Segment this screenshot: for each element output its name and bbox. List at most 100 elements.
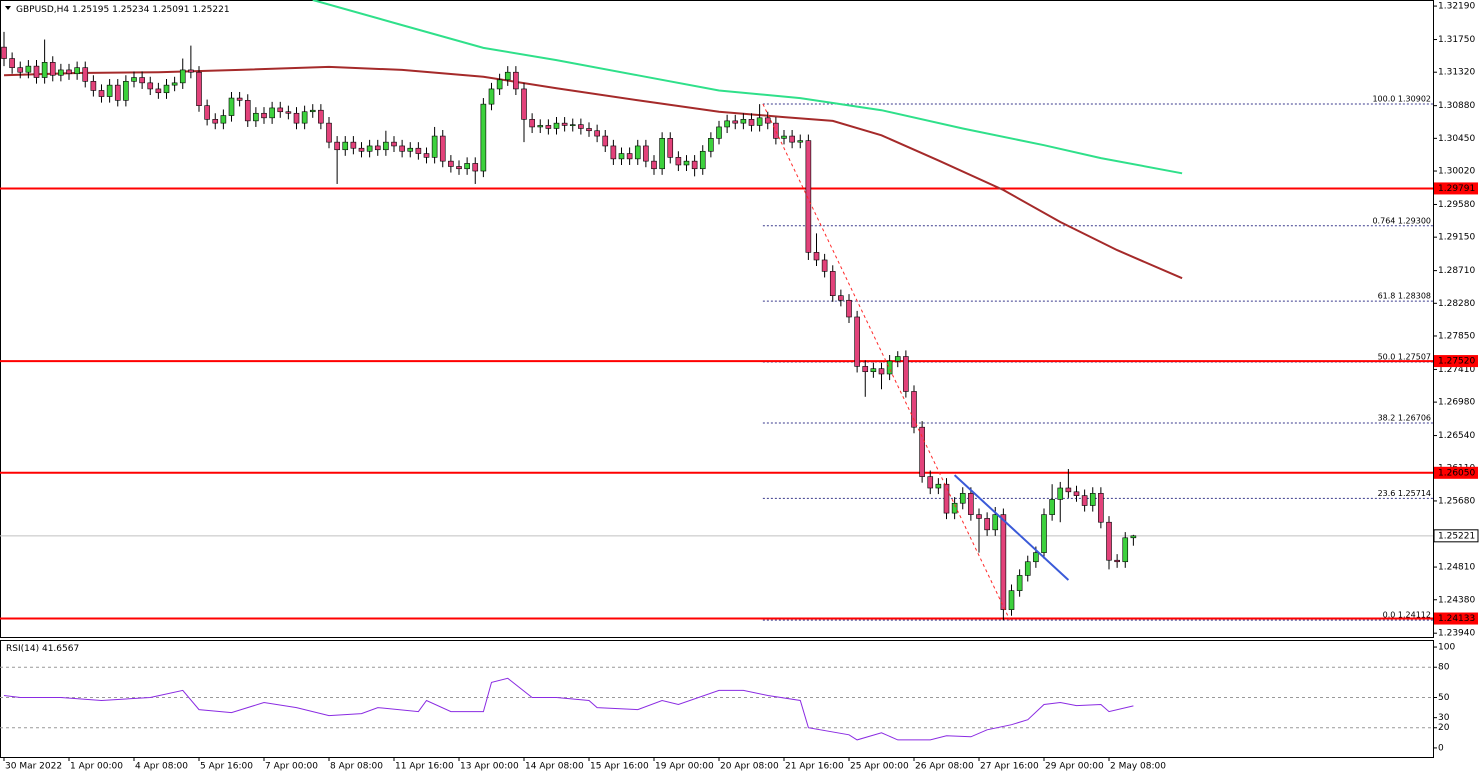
- bear-candle-body: [285, 111, 292, 114]
- bull-candle-body: [171, 82, 178, 86]
- bear-candle-body: [439, 135, 446, 162]
- bear-candle-body: [261, 112, 267, 119]
- bull-candle-body: [1008, 590, 1015, 610]
- bear-candle-body: [602, 135, 609, 147]
- y-tick-label: 1.32190: [1438, 2, 1475, 12]
- y-tick-label: 1.29580: [1438, 200, 1475, 210]
- y-tick-label: 1.25680: [1438, 496, 1475, 506]
- bull-candle-body: [708, 138, 714, 152]
- menu-triangle: [5, 6, 11, 10]
- rsi-line: [3, 677, 1134, 741]
- bull-candle-body: [553, 122, 560, 129]
- x-tick-label: 26 Apr 08:00: [915, 762, 974, 772]
- bull-candle-body: [1041, 514, 1047, 553]
- bull-candle-body: [781, 135, 787, 139]
- level-box: [1434, 612, 1478, 625]
- bear-candle-body: [277, 107, 284, 113]
- level-label: 1.27520: [1438, 357, 1475, 367]
- bear-candle-body: [805, 140, 812, 253]
- bull-candle-body: [992, 514, 999, 531]
- fib-label: 61.8 1.28308: [1378, 292, 1431, 301]
- bear-candle-body: [626, 153, 633, 160]
- bull-candle-body: [935, 483, 942, 489]
- bull-candle-body: [569, 124, 576, 126]
- bear-candle-body: [82, 67, 89, 82]
- bull-candle-body: [886, 360, 893, 375]
- bear-candle-body: [358, 147, 365, 152]
- bear-candle-body: [773, 122, 779, 139]
- bull-candle-body: [951, 502, 958, 514]
- level-box: [1434, 182, 1478, 195]
- bull-candle-body: [41, 62, 48, 78]
- bull-candle-body: [1122, 537, 1129, 563]
- bear-candle-body: [911, 391, 917, 428]
- x-tick-label: 20 Apr 08:00: [720, 762, 779, 772]
- bear-candle-body: [521, 88, 527, 120]
- bear-candle-body: [586, 128, 592, 132]
- bear-candle-body: [651, 160, 657, 170]
- header: GBPUSD,H4 1.25195 1.25234 1.25091 1.2522…: [16, 5, 230, 15]
- bear-candle-body: [293, 112, 300, 124]
- high: 1.25234: [112, 5, 149, 15]
- x-tick-label: 1 Apr 00:00: [70, 762, 123, 772]
- bull-candle-body: [269, 107, 275, 119]
- bear-candle-body: [748, 119, 755, 126]
- bear-candle-body: [829, 271, 836, 296]
- fib-label: 50.0 1.27507: [1378, 353, 1431, 362]
- x-tick-label: 14 Apr 08:00: [525, 762, 584, 772]
- level-box: [1434, 466, 1478, 479]
- bull-candle-body: [756, 117, 763, 126]
- x-tick-label: 15 Apr 16:00: [590, 762, 649, 772]
- bull-candle-body: [724, 120, 730, 128]
- bull-candle-body: [1130, 535, 1137, 539]
- bear-candle-body: [66, 69, 72, 75]
- level-box: [1434, 355, 1478, 368]
- bear-candle-body: [415, 147, 422, 154]
- bull-candle-body: [959, 493, 966, 504]
- x-tick-label: 8 Apr 08:00: [330, 762, 383, 772]
- bear-candle-body: [334, 141, 340, 151]
- bear-candle-body: [147, 82, 154, 90]
- bear-candle-body: [513, 71, 519, 90]
- bear-candle-body: [448, 160, 454, 167]
- level-label: 1.29791: [1438, 184, 1475, 194]
- y-tick-label: 1.30020: [1438, 167, 1475, 177]
- bear-candle-body: [1081, 495, 1088, 506]
- y-tick-label: 1.26980: [1438, 398, 1475, 408]
- bear-candle-body: [643, 145, 649, 162]
- x-tick-label: 27 Apr 16:00: [980, 762, 1039, 772]
- x-tick-label: 4 Apr 08:00: [135, 762, 188, 772]
- bull-candle-body: [301, 111, 308, 124]
- bull-candle-body: [683, 160, 690, 166]
- bear-candle-body: [927, 476, 934, 489]
- bear-candle-body: [561, 122, 568, 126]
- last-price-label: 1.25221: [1438, 531, 1475, 541]
- bear-candle-body: [98, 90, 105, 97]
- symbol: GBPUSD,H4: [16, 5, 69, 15]
- bull-candle-body: [870, 368, 877, 373]
- rsi-panel-frame: [0, 640, 1434, 758]
- x-tick-label: 29 Apr 00:00: [1045, 762, 1104, 772]
- bull-candle-body: [163, 84, 170, 94]
- bull-candle-body: [659, 138, 665, 170]
- bull-candle-body: [366, 145, 373, 152]
- bull-candle-body: [309, 109, 316, 113]
- bear-candle-body: [196, 71, 202, 106]
- bull-candle-body: [488, 88, 495, 105]
- bull-candle-body: [179, 69, 186, 84]
- bear-candle-body: [789, 135, 795, 143]
- bear-candle-body: [236, 97, 243, 101]
- rsi-label: RSI(14) 41.6567: [6, 644, 79, 654]
- bear-candle-body: [667, 138, 674, 158]
- bull-candle-body: [480, 103, 487, 172]
- bear-candle-body: [878, 368, 885, 375]
- fib-label: 38.2 1.26706: [1378, 413, 1431, 422]
- level-label: 1.24133: [1438, 614, 1475, 624]
- bear-candle-body: [33, 65, 40, 78]
- bear-candle-body: [212, 119, 219, 124]
- bull-candle-body: [342, 141, 349, 151]
- bear-candle-body: [423, 153, 430, 158]
- y-tick-label: 1.24380: [1438, 595, 1475, 605]
- bull-candle-body: [464, 163, 470, 170]
